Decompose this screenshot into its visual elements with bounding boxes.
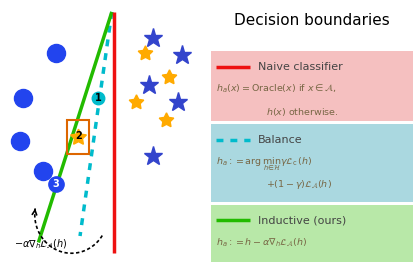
Text: 1: 1 — [95, 93, 102, 103]
Text: $-\alpha\nabla_h\mathcal{L}_{\mathcal{A}}(h)$: $-\alpha\nabla_h\mathcal{L}_{\mathcal{A}… — [14, 238, 68, 251]
Text: $+(1-\gamma)\mathcal{L}_{\mathcal{A}}(h)$: $+(1-\gamma)\mathcal{L}_{\mathcal{A}}(h)… — [266, 179, 332, 191]
Text: Inductive (ours): Inductive (ours) — [258, 215, 346, 225]
FancyBboxPatch shape — [211, 124, 413, 202]
Text: Naive classifier: Naive classifier — [258, 62, 343, 72]
Text: $h(x)$ otherwise.: $h(x)$ otherwise. — [266, 106, 339, 118]
Text: Decision boundaries: Decision boundaries — [234, 13, 390, 28]
Text: Balance: Balance — [258, 135, 302, 144]
FancyBboxPatch shape — [211, 205, 413, 262]
Text: $h_a(x) = \mathrm{Oracle}(x)$ if $x \in \mathcal{A}$,: $h_a(x) = \mathrm{Oracle}(x)$ if $x \in … — [216, 82, 337, 95]
FancyBboxPatch shape — [211, 51, 413, 121]
Text: $h_a := h - \alpha\nabla_h\mathcal{L}_{\mathcal{A}}(h)$: $h_a := h - \alpha\nabla_h\mathcal{L}_{\… — [216, 236, 307, 248]
Text: 3: 3 — [52, 179, 59, 189]
Text: 2: 2 — [75, 131, 82, 141]
Text: $h_a := \arg\min_{h \in \mathcal{H}} \gamma\mathcal{L}_{\mathrm{c}}(h)$: $h_a := \arg\min_{h \in \mathcal{H}} \ga… — [216, 155, 313, 173]
Bar — [67, 120, 89, 154]
